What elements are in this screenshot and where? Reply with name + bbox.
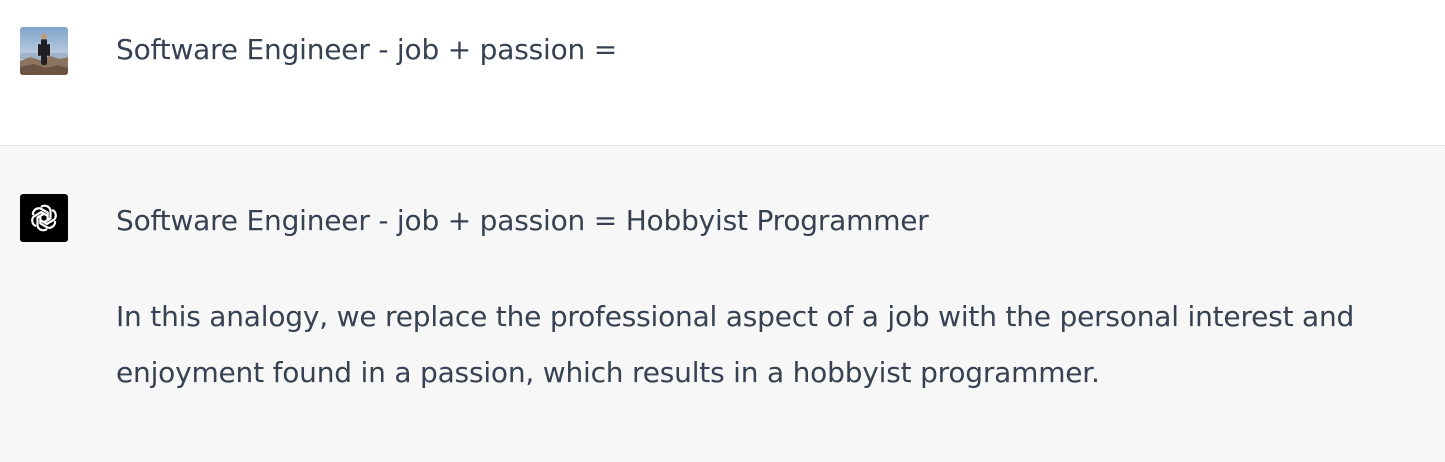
user-photo-avatar-icon [20, 27, 68, 75]
user-avatar [20, 27, 68, 75]
assistant-answer-line: Software Engineer - job + passion = Hobb… [116, 204, 929, 237]
openai-logo-icon [31, 204, 57, 232]
assistant-explanation-paragraph: In this analogy, we replace the professi… [116, 300, 1355, 389]
user-message-text-block: Software Engineer - job + passion = [116, 22, 1405, 78]
assistant-message-text-block: Software Engineer - job + passion = Hobb… [116, 193, 1405, 401]
user-message: Software Engineer - job + passion = [0, 0, 1445, 146]
assistant-avatar [20, 194, 68, 242]
assistant-message: Software Engineer - job + passion = Hobb… [0, 146, 1445, 462]
user-message-text: Software Engineer - job + passion = [116, 33, 618, 66]
